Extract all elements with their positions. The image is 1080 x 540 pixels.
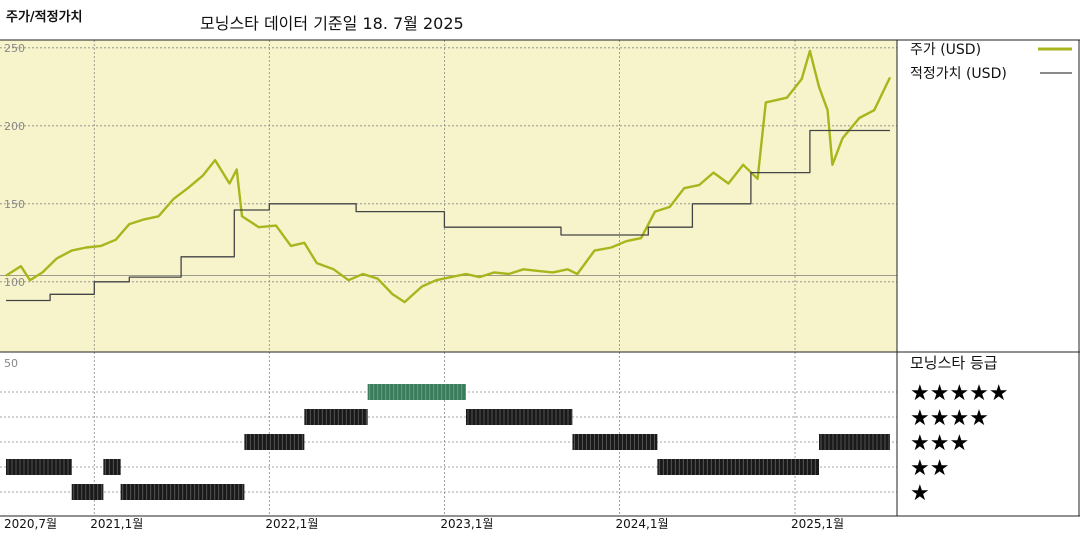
rating-segment-4-star (465, 409, 573, 425)
rating-segment-4-star (304, 409, 368, 425)
legend-label: 적정가치 (USD) (910, 66, 1007, 82)
rating-segment-2-star (657, 459, 820, 475)
legend-label: 주가 (USD) (910, 42, 981, 58)
rating-segment-1-star (71, 484, 104, 500)
rating-segment-2-star (6, 459, 72, 475)
x-tick-label: 2022,1월 (265, 517, 318, 531)
price-series-line (5, 49, 892, 304)
rating-segment-5-star (367, 384, 466, 400)
chart-title: 주가/적정가치 (6, 10, 83, 25)
y-tick-label: 100 (4, 276, 25, 289)
y-tick-label: 250 (4, 42, 25, 55)
fair-value-series-line (6, 129, 890, 302)
chart-subtitle: 모닝스타 데이터 기준일 18. 7월 2025 (200, 14, 464, 33)
x-tick-label: 2020,7월 (4, 517, 57, 531)
rating-level-label: ★★ (910, 456, 949, 481)
rating-axis-label: 50 (4, 357, 18, 370)
rating-segment-1-star (120, 484, 245, 500)
price-plot-background (0, 40, 897, 352)
rating-legend-title: 모닝스타 등급 (910, 354, 998, 372)
rating-level-label: ★ (910, 481, 930, 506)
y-tick-label: 150 (4, 198, 25, 211)
x-tick-label: 2025,1월 (791, 517, 844, 531)
rating-segment-3-star (244, 434, 305, 450)
rating-level-label: ★★★★ (910, 406, 989, 431)
y-tick-label: 200 (4, 120, 25, 133)
rating-segment-3-star (819, 434, 890, 450)
x-tick-label: 2024,1월 (615, 517, 668, 531)
x-tick-label: 2021,1월 (90, 517, 143, 531)
x-tick-label: 2023,1월 (440, 517, 493, 531)
rating-segment-3-star (572, 434, 658, 450)
rating-level-label: ★★★★★ (910, 381, 1009, 406)
rating-level-label: ★★★ (910, 431, 969, 456)
rating-segment-2-star (103, 459, 121, 475)
